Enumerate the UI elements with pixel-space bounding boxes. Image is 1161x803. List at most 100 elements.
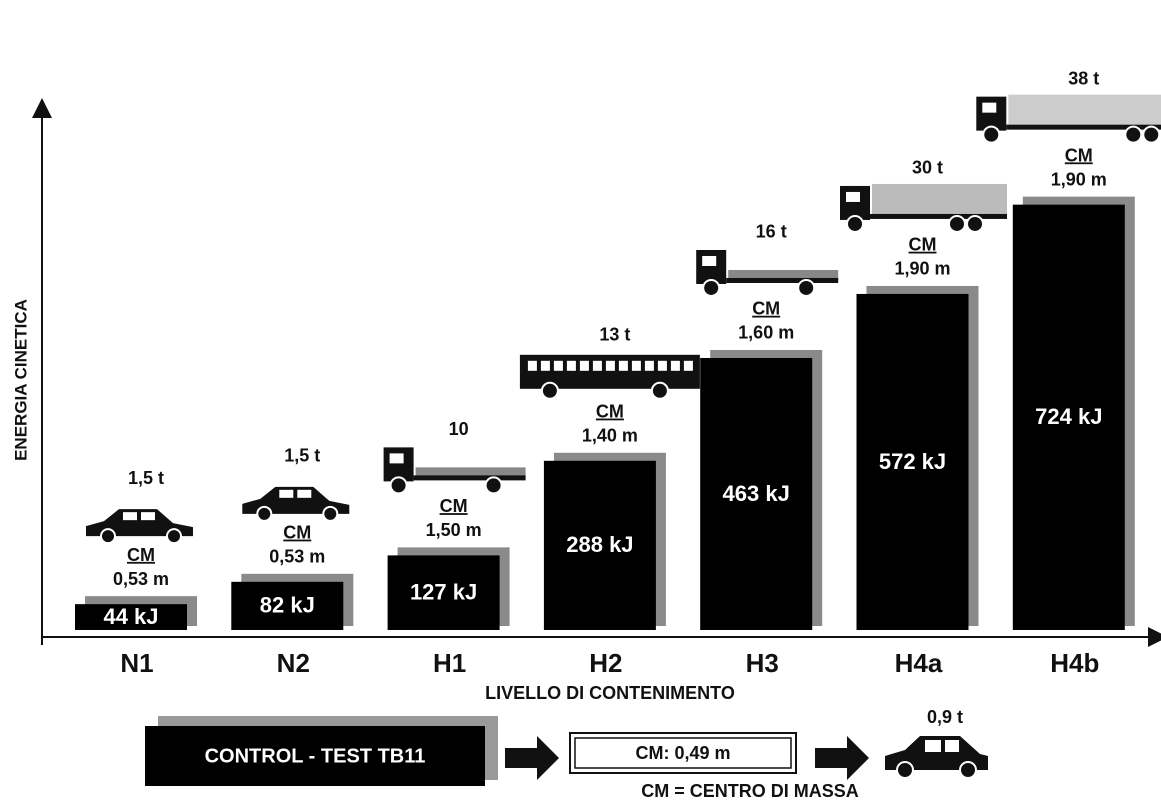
icon-part: [846, 191, 860, 202]
cm-height: 1,50 m: [426, 520, 482, 540]
icon-part: [527, 360, 537, 371]
cm-label: CM: [752, 299, 780, 319]
x-tick-label: H4a: [895, 648, 943, 678]
wheel: [389, 476, 408, 495]
wheel: [484, 476, 503, 495]
vehicle-mass: 30 t: [912, 158, 943, 178]
icon-part: [86, 509, 193, 537]
wheel: [256, 505, 273, 522]
vehicle-mass: 13 t: [599, 325, 630, 345]
wheel: [982, 125, 1001, 144]
icon-part: [553, 360, 563, 371]
x-tick-label: N2: [277, 648, 310, 678]
icon-part: [870, 213, 1007, 219]
cm-label: CM: [1065, 145, 1093, 165]
x-tick-label: H3: [746, 648, 779, 678]
x-axis-label: LIVELLO DI CONTENIMENTO: [485, 683, 735, 703]
bar: [700, 357, 813, 630]
wheel: [948, 214, 966, 233]
wheel: [1124, 125, 1143, 144]
cm-value: CM: 0,49 m: [635, 743, 730, 763]
icon-part: [657, 360, 667, 371]
icon-part: [696, 249, 727, 284]
truck-icon: [383, 447, 526, 495]
wheel: [966, 214, 984, 233]
bus-icon: [519, 354, 700, 400]
bar: [75, 604, 187, 630]
value-label: 82 kJ: [260, 593, 315, 618]
footer: CONTROL - TEST TB11 CM: 0,49 m 0,9 t CM …: [145, 707, 988, 801]
icon-part: [728, 269, 839, 280]
tanker-icon: [840, 183, 1007, 233]
value-label: 572 kJ: [879, 449, 946, 474]
semi-icon: [976, 94, 1161, 144]
vehicle-mass: 10: [449, 419, 469, 439]
icon-part: [415, 467, 526, 478]
wheel: [166, 528, 182, 545]
icon-part: [1008, 94, 1161, 125]
arrow: [815, 736, 869, 780]
truck-icon: [696, 249, 839, 297]
value-label: 44 kJ: [103, 604, 158, 629]
wheel: [1142, 125, 1161, 144]
icon-part: [123, 512, 137, 521]
vehicle-mass: 16 t: [756, 222, 787, 242]
icon-part: [982, 102, 997, 113]
arrow: [505, 736, 559, 780]
cm-label: CM: [909, 235, 937, 255]
cm-label: CM: [127, 545, 155, 565]
icon-part: [279, 489, 294, 498]
car-icon: [242, 486, 350, 522]
wheel: [797, 278, 816, 297]
value-label: 288 kJ: [566, 532, 633, 557]
value-label: 463 kJ: [723, 481, 790, 506]
test-box: [145, 726, 485, 786]
cm-height: 1,90 m: [1051, 169, 1107, 189]
cm-height: 1,90 m: [894, 259, 950, 279]
vehicle-mass: 38 t: [1068, 68, 1099, 88]
icon-part: [605, 360, 615, 371]
bar: [387, 555, 500, 630]
cm-label: CM: [283, 523, 311, 543]
icon-part: [644, 360, 654, 371]
footer-mass: 0,9 t: [927, 707, 963, 727]
wheel: [702, 278, 721, 297]
bar: [231, 581, 344, 630]
icon-part: [592, 360, 602, 371]
value-label: 127 kJ: [410, 580, 477, 605]
icon-part: [976, 96, 1007, 131]
cm-box: [569, 732, 797, 774]
icon-part: [566, 360, 576, 371]
car-icon: [86, 509, 193, 545]
icon-part: [383, 447, 414, 482]
bar: [1012, 204, 1125, 630]
icon-part: [297, 489, 312, 498]
cm-label: CM: [596, 402, 624, 422]
legend-note: CM = CENTRO DI MASSA: [641, 781, 859, 801]
icon-part: [702, 255, 717, 266]
cm-height: 0,53 m: [113, 569, 169, 589]
bar: [543, 460, 656, 630]
icon-part: [389, 453, 404, 464]
icon-part: [413, 475, 526, 481]
car-icon: [885, 736, 988, 779]
icon-part: [872, 183, 1007, 214]
wheel: [846, 214, 864, 233]
vehicle-mass: 1,5 t: [284, 446, 320, 466]
test-label: CONTROL - TEST TB11: [205, 745, 426, 767]
icon-part: [141, 512, 155, 521]
cm-height: 0,53 m: [269, 547, 325, 567]
x-tick-label: N1: [120, 648, 153, 678]
icon-part: [540, 360, 550, 371]
icon-part: [1006, 124, 1161, 130]
cm-height: 1,60 m: [738, 323, 794, 343]
x-tick-label: H4b: [1050, 648, 1099, 678]
wheel: [650, 381, 669, 400]
icon-part: [683, 360, 693, 371]
icon-part: [242, 486, 350, 514]
icon-part: [840, 185, 870, 220]
cm-box-inner: [574, 737, 792, 769]
icon-part: [618, 360, 628, 371]
